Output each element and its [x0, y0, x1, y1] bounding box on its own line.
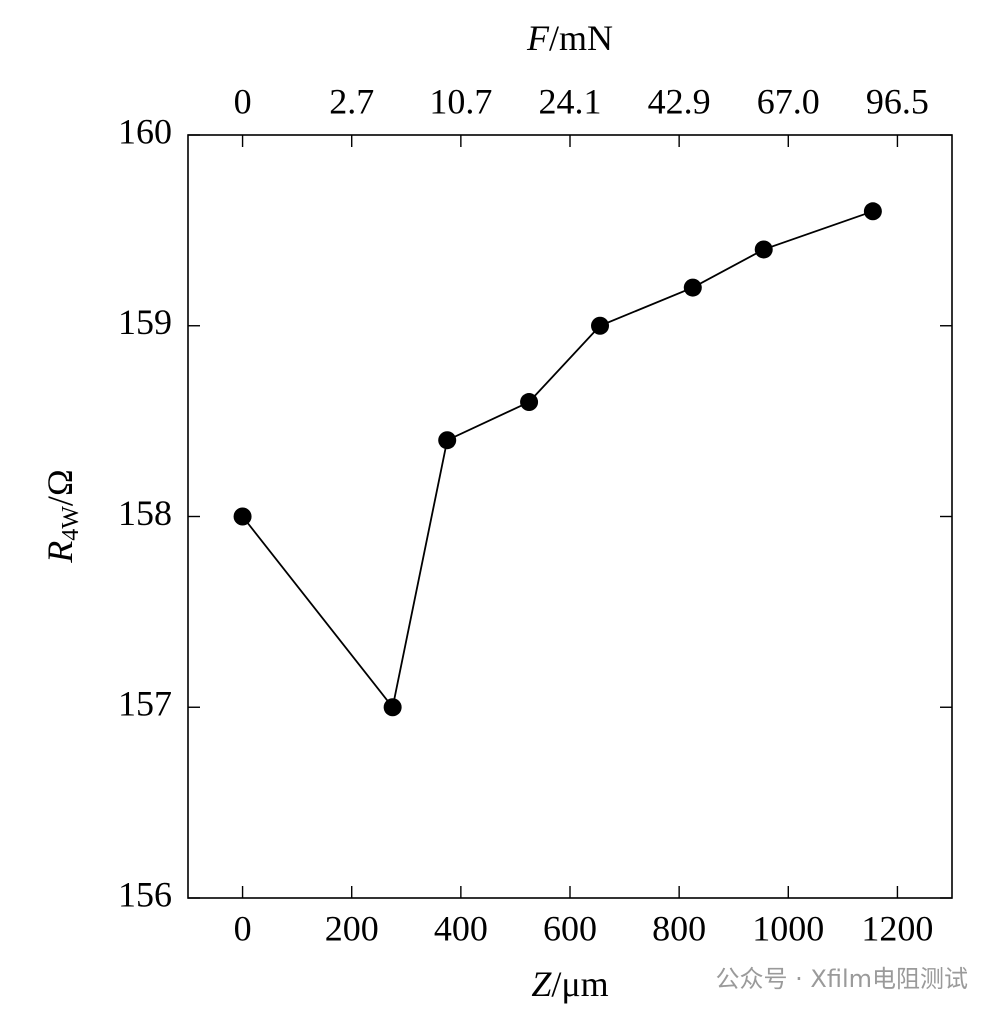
y-tick-label: 156 [118, 874, 172, 914]
data-point [591, 316, 610, 335]
data-point [754, 240, 773, 259]
x2-tick-label: 0 [234, 81, 252, 121]
data-point [863, 202, 882, 221]
x-axis-label: Z/μm [531, 964, 608, 1004]
x-label-symbol: Z [531, 964, 552, 1004]
x-tick-label: 1200 [861, 908, 933, 948]
watermark: 公众号 · Xfilm电阻测试 [716, 965, 969, 993]
y-label-subscript: 4W [58, 506, 84, 541]
x2-tick-label: 24.1 [539, 81, 602, 121]
x2-label-symbol: F [526, 18, 550, 58]
plot-frame [187, 134, 953, 899]
data-point [438, 431, 457, 450]
x2-tick-label: 96.5 [866, 81, 929, 121]
data-line [241, 210, 874, 710]
x-tick-label: 800 [652, 908, 706, 948]
x2-tick-label: 67.0 [757, 81, 820, 121]
x-tick-label: 1000 [752, 908, 824, 948]
x-tick-label: 0 [234, 908, 252, 948]
x2-label-unit: /mN [549, 18, 613, 58]
y-tick-label: 158 [118, 493, 172, 533]
y-axis-label: R4W/Ω [40, 469, 83, 563]
data-point [233, 507, 252, 526]
y-tick-label: 159 [118, 302, 172, 342]
x2-axis-label: F/mN [526, 18, 613, 58]
x-tick-label: 600 [543, 908, 597, 948]
x2-tick-label: 2.7 [329, 81, 374, 121]
x-tick-label: 400 [434, 908, 488, 948]
x-label-unit: /μm [551, 964, 608, 1004]
x-tick-label: 200 [325, 908, 379, 948]
data-point [683, 278, 702, 297]
x2-tick-label: 42.9 [648, 81, 711, 121]
y-tick-label: 157 [118, 684, 172, 724]
y-tick-label: 160 [118, 111, 172, 151]
y-label-unit: /Ω [40, 469, 80, 506]
data-point [383, 698, 402, 717]
x2-tick-label: 10.7 [429, 81, 492, 121]
y-label-symbol: R [40, 541, 80, 564]
data-point [520, 393, 539, 412]
